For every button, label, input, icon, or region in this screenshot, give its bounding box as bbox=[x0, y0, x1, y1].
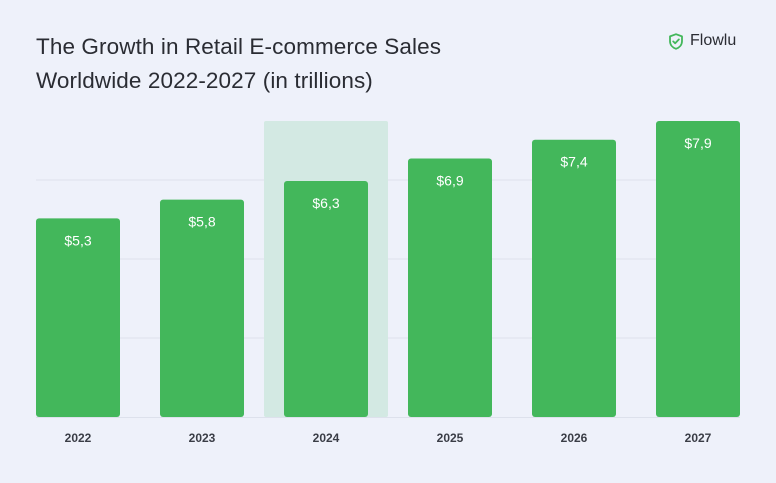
x-tick-2027: 2027 bbox=[685, 431, 712, 445]
bar-2022 bbox=[36, 218, 120, 417]
data-label-2026: $7,4 bbox=[560, 154, 587, 170]
chart-title-line-2: Worldwide 2022-2027 (in trillions) bbox=[36, 68, 373, 93]
brand-name: Flowlu bbox=[690, 32, 737, 49]
x-tick-2026: 2026 bbox=[561, 431, 588, 445]
bar-2025 bbox=[408, 158, 492, 417]
x-tick-2025: 2025 bbox=[437, 431, 464, 445]
data-label-2024: $6,3 bbox=[312, 195, 339, 211]
x-tick-2024: 2024 bbox=[313, 431, 340, 445]
shield-check-icon bbox=[668, 32, 684, 50]
x-tick-2022: 2022 bbox=[65, 431, 92, 445]
data-label-2025: $6,9 bbox=[436, 172, 463, 188]
data-label-2023: $5,8 bbox=[188, 214, 215, 230]
chart-title-line-1: The Growth in Retail E-commerce Sales bbox=[36, 34, 442, 59]
chart-title: The Growth in Retail E-commerce Sales Wo… bbox=[36, 30, 596, 98]
brand-logo: Flowlu bbox=[668, 32, 736, 50]
x-tick-2023: 2023 bbox=[189, 431, 216, 445]
bar-2023 bbox=[160, 199, 244, 417]
bar-2027 bbox=[656, 121, 740, 417]
data-label-2022: $5,3 bbox=[64, 232, 91, 248]
data-label-2027: $7,9 bbox=[684, 135, 711, 151]
bar-2026 bbox=[532, 139, 616, 417]
bar-2024 bbox=[284, 180, 368, 417]
